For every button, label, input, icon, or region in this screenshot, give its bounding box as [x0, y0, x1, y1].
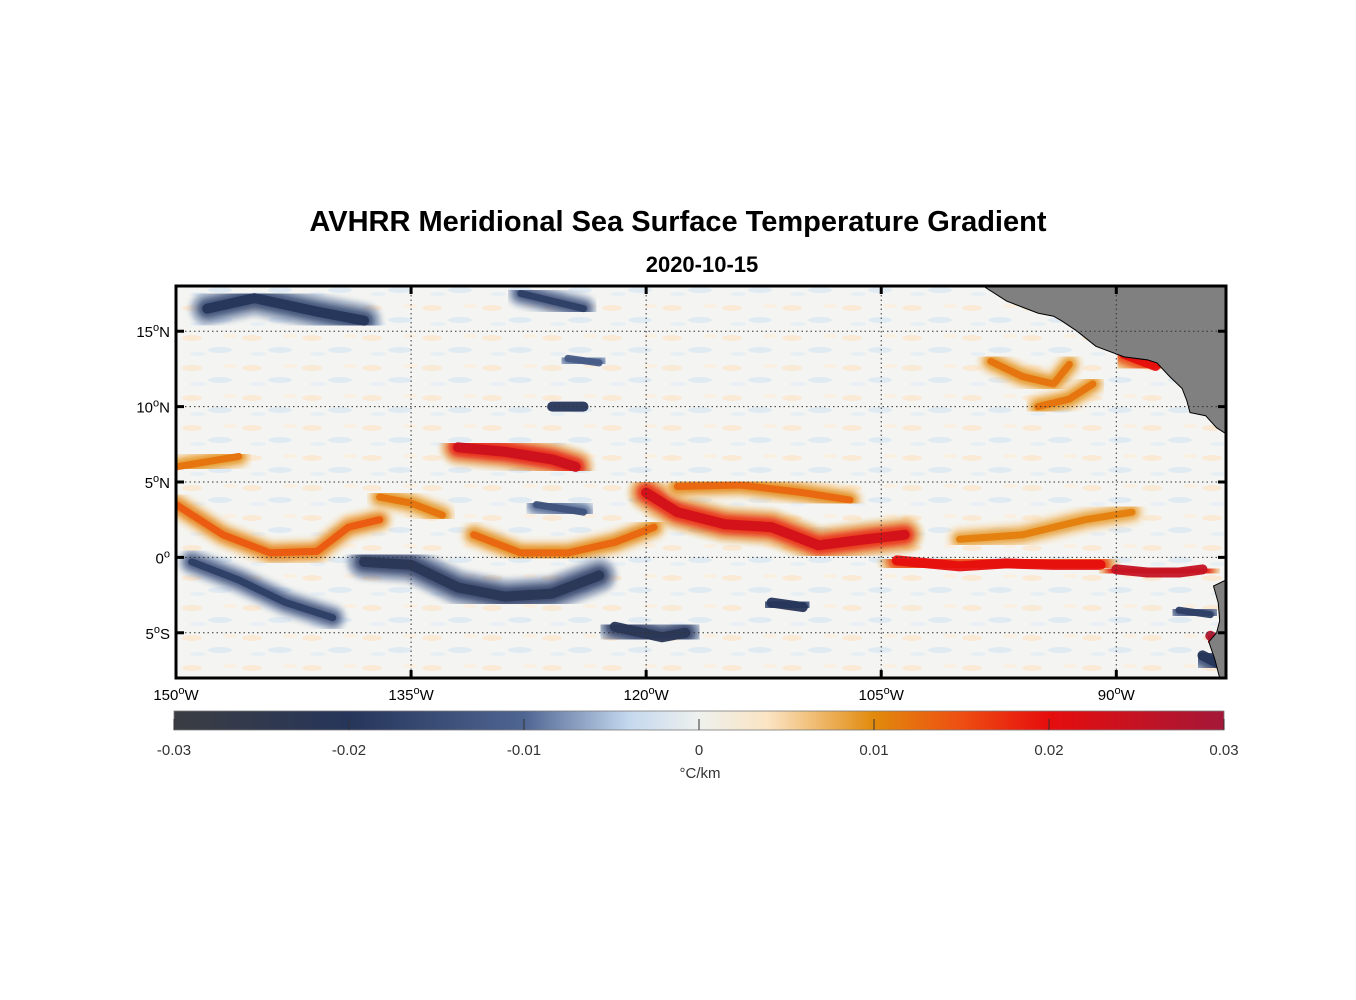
- land-mask: [982, 286, 1226, 678]
- band-front-120-103: [629, 475, 922, 563]
- band-tehuantepec-swirl-2: [1024, 371, 1106, 420]
- lon-label-90W: 90oW: [1098, 685, 1136, 704]
- lon-label-150W: 150oW: [153, 685, 199, 704]
- colorbar: -0.03 -0.02 -0.01 0 0.01 0.02 0.03 °C/km: [157, 710, 1239, 782]
- chart-subtitle: 2020-10-15: [645, 252, 759, 277]
- colorbar-ticks: -0.03 -0.02 -0.01 0 0.01 0.02 0.03: [157, 719, 1239, 759]
- chart-title: AVHRR Meridional Sea Surface Temperature…: [309, 206, 1047, 238]
- colorbar-tick-label: -0.01: [507, 742, 541, 759]
- colorbar-tick-label: 0.01: [859, 742, 888, 759]
- band-tiw-cold-west: [178, 548, 346, 631]
- band-front-104-91: [879, 543, 1118, 584]
- colorbar-tick-label: 0.03: [1209, 742, 1238, 759]
- band-cold-north-1: [190, 286, 382, 338]
- land-central-america: [982, 286, 1226, 435]
- longitude-labels: 150oW 135oW 120oW 105oW 90oW: [153, 685, 1135, 704]
- band-cold-south-2: [754, 585, 820, 625]
- band-cold-north-4: [554, 345, 613, 376]
- band-front-90-84: [1099, 552, 1220, 590]
- band-cold-north-2: [507, 286, 597, 322]
- latitude-labels: 15oN 10oN 5oN 0o 5oS: [136, 322, 170, 643]
- band-front-131-122: [460, 514, 667, 566]
- lat-label-5N: 5oN: [145, 473, 170, 492]
- lon-label-120W: 120oW: [623, 685, 669, 704]
- lat-label-5S: 5oS: [146, 624, 170, 643]
- band-tehuantepec-swirl: [977, 348, 1083, 397]
- band-tiw-cold-central: [347, 544, 617, 614]
- colorbar-units: °C/km: [680, 765, 721, 782]
- lat-label-0: 0o: [156, 548, 170, 567]
- colorbar-tick-label: 0.02: [1034, 742, 1063, 759]
- band-cold-mid-1: [523, 491, 597, 526]
- band-northern-tongue-west: [176, 443, 252, 480]
- band-front-100-89-upper: [946, 499, 1145, 553]
- map-tick-marks: [174, 286, 1226, 678]
- lon-label-105W: 105oW: [859, 685, 905, 704]
- colorbar-tick-label: -0.02: [332, 742, 366, 759]
- band-northern-tongue: [441, 430, 593, 484]
- lon-label-135W: 135oW: [388, 685, 434, 704]
- band-cold-south-1: [597, 609, 703, 655]
- band-cold-east-1: [1166, 597, 1224, 628]
- land-south-america: [1208, 579, 1226, 678]
- colorbar-tick-label: 0: [695, 742, 703, 759]
- band-front-north-branch: [664, 472, 863, 514]
- band-equatorial-front-west: [176, 491, 393, 566]
- map-plot-area: 150oW 135oW 120oW 105oW 90oW 15oN 10oN 5oN 0o 5o…: [136, 284, 1228, 704]
- colorbar-tick-label: -0.03: [157, 742, 191, 759]
- lat-label-10N: 10oN: [136, 398, 170, 417]
- lat-label-15N: 15oN: [136, 322, 170, 341]
